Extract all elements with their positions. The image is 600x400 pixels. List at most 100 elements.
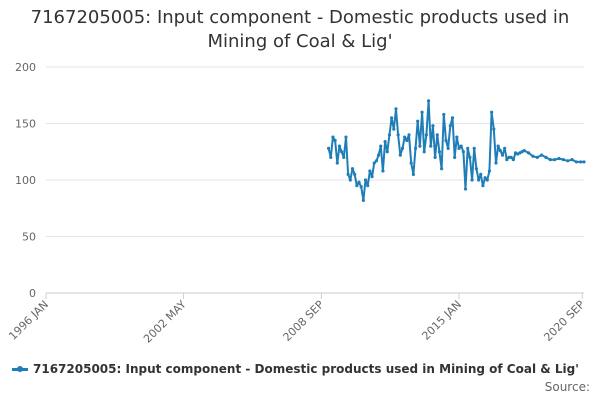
data-point[interactable] xyxy=(582,160,586,164)
data-point[interactable] xyxy=(479,172,483,176)
data-point[interactable] xyxy=(372,161,376,165)
data-point[interactable] xyxy=(405,138,409,143)
data-point[interactable] xyxy=(370,175,374,179)
data-point[interactable] xyxy=(490,110,494,114)
data-point[interactable] xyxy=(350,167,355,171)
data-point[interactable] xyxy=(535,155,539,159)
data-point[interactable] xyxy=(385,150,389,154)
data-point[interactable] xyxy=(359,185,363,189)
data-point[interactable] xyxy=(374,159,379,163)
data-point[interactable] xyxy=(492,127,496,131)
data-point[interactable] xyxy=(435,133,439,137)
data-point[interactable] xyxy=(526,151,531,155)
data-point[interactable] xyxy=(361,198,365,202)
data-point[interactable] xyxy=(398,153,402,157)
data-point[interactable] xyxy=(570,158,574,162)
data-point[interactable] xyxy=(509,155,513,159)
data-point[interactable] xyxy=(503,146,507,150)
data-point[interactable] xyxy=(348,178,352,182)
data-point[interactable] xyxy=(383,139,387,144)
data-point[interactable] xyxy=(557,156,561,161)
data-point[interactable] xyxy=(411,172,415,176)
data-point[interactable] xyxy=(346,172,350,176)
data-point[interactable] xyxy=(476,178,481,182)
data-point[interactable] xyxy=(446,146,450,150)
data-point[interactable] xyxy=(407,133,411,137)
source-label[interactable]: Source: xyxy=(544,380,590,394)
data-point[interactable] xyxy=(487,169,492,173)
data-point[interactable] xyxy=(413,146,418,150)
data-point[interactable] xyxy=(455,135,459,139)
data-point[interactable] xyxy=(335,161,339,165)
data-point[interactable] xyxy=(357,180,361,184)
data-point[interactable] xyxy=(368,169,372,173)
data-point[interactable] xyxy=(531,154,535,158)
data-point[interactable] xyxy=(416,119,420,123)
data-point[interactable] xyxy=(574,160,578,164)
data-point[interactable] xyxy=(353,172,357,176)
data-point[interactable] xyxy=(561,158,565,162)
data-point[interactable] xyxy=(496,144,500,148)
data-point[interactable] xyxy=(403,135,407,139)
data-point[interactable] xyxy=(494,161,498,165)
data-point[interactable] xyxy=(331,135,335,139)
data-point[interactable] xyxy=(498,149,502,153)
data-point[interactable] xyxy=(472,146,476,150)
data-point[interactable] xyxy=(326,146,331,150)
data-point[interactable] xyxy=(394,107,398,111)
data-point[interactable] xyxy=(437,150,442,154)
data-point[interactable] xyxy=(522,149,526,153)
data-point[interactable] xyxy=(333,138,337,143)
data-point[interactable] xyxy=(363,178,368,182)
data-point[interactable] xyxy=(429,144,433,148)
data-point[interactable] xyxy=(450,116,455,120)
data-point[interactable] xyxy=(474,167,478,171)
data-point[interactable] xyxy=(466,146,470,150)
data-point[interactable] xyxy=(453,155,457,159)
data-point[interactable] xyxy=(340,150,344,154)
data-point[interactable] xyxy=(511,158,515,162)
data-point[interactable] xyxy=(440,167,444,171)
data-point[interactable] xyxy=(463,187,468,191)
data-point[interactable] xyxy=(431,124,435,128)
data-point[interactable] xyxy=(426,99,431,103)
data-point[interactable] xyxy=(457,146,461,150)
data-point[interactable] xyxy=(448,124,452,128)
data-point[interactable] xyxy=(381,169,385,173)
data-point[interactable] xyxy=(433,155,437,159)
data-point[interactable] xyxy=(396,133,400,137)
legend[interactable]: 7167205005: Input component - Domestic p… xyxy=(12,362,579,376)
data-point[interactable] xyxy=(400,146,405,150)
data-point[interactable] xyxy=(483,176,487,180)
data-point[interactable] xyxy=(579,160,583,164)
data-point[interactable] xyxy=(548,158,552,162)
data-point[interactable] xyxy=(540,153,544,157)
data-point[interactable] xyxy=(505,158,509,162)
data-point[interactable] xyxy=(392,127,396,131)
data-point[interactable] xyxy=(329,155,333,159)
data-point[interactable] xyxy=(376,153,381,157)
data-point[interactable] xyxy=(366,184,370,188)
data-point[interactable] xyxy=(566,159,570,163)
data-point[interactable] xyxy=(390,116,394,120)
data-point[interactable] xyxy=(409,161,413,165)
data-point[interactable] xyxy=(459,144,463,148)
data-point[interactable] xyxy=(461,150,465,154)
data-point[interactable] xyxy=(442,112,446,117)
data-point[interactable] xyxy=(485,178,489,182)
data-point[interactable] xyxy=(500,153,505,157)
data-point[interactable] xyxy=(342,155,346,159)
data-point[interactable] xyxy=(424,133,429,137)
data-point[interactable] xyxy=(387,133,392,137)
data-point[interactable] xyxy=(481,184,485,188)
data-point[interactable] xyxy=(544,155,548,159)
data-point[interactable] xyxy=(355,184,359,188)
data-point[interactable] xyxy=(468,155,472,159)
data-point[interactable] xyxy=(444,138,448,143)
data-point[interactable] xyxy=(553,158,557,162)
data-point[interactable] xyxy=(470,178,474,182)
data-point[interactable] xyxy=(418,144,422,148)
data-point[interactable] xyxy=(344,135,348,139)
data-point[interactable] xyxy=(379,144,383,148)
data-point[interactable] xyxy=(337,144,342,148)
